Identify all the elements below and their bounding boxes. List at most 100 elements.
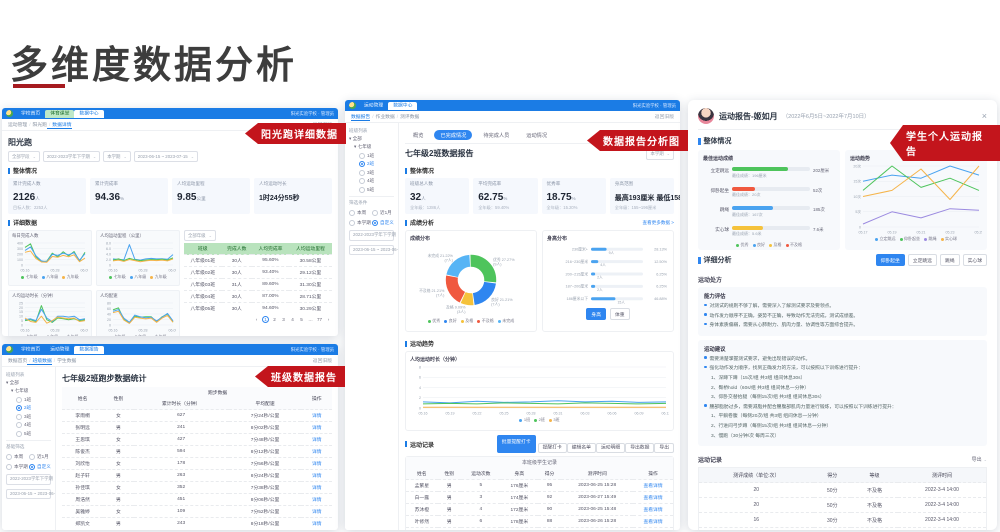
- metric-button[interactable]: 体重: [610, 308, 630, 320]
- table-row[interactable]: 王思琪女 427 7分48秒/公里 详情: [62, 433, 332, 446]
- filter-select[interactable]: 2023-06-15 ~ 2023-07-15 ⌄: [133, 151, 199, 162]
- table-row[interactable]: 郑凯文男 243 8分18秒/公里 详情: [62, 517, 332, 529]
- breadcrumb-item[interactable]: 学生数据: [52, 359, 77, 364]
- table-row[interactable]: 张明远男 241 8分02秒/公里 详情: [62, 421, 332, 434]
- top-nav-tab[interactable]: 运动管理: [50, 347, 70, 352]
- table-row[interactable]: 孟繁星男 5 176厘米 95 2023-06-25 15:28 查看详情: [406, 479, 673, 492]
- page-button[interactable]: ‹: [255, 317, 258, 322]
- sport-tab[interactable]: 实心球: [962, 254, 987, 266]
- filter-select[interactable]: 全部学段 ⌄: [8, 151, 40, 162]
- class-radio[interactable]: 2班: [359, 161, 394, 167]
- breadcrumb-item[interactable]: 作业数据: [370, 115, 395, 120]
- filter-radio[interactable]: 近1月: [372, 210, 394, 216]
- page-button[interactable]: ›: [327, 317, 330, 322]
- term-select[interactable]: 2022-2023学年下学期⌄: [349, 229, 396, 241]
- filter-radio[interactable]: 自定义: [372, 220, 394, 226]
- detail-link[interactable]: 详情: [301, 421, 332, 434]
- table-row[interactable]: 叶修然男 6 178厘米 88 2023-06-26 15:28 查看详情: [406, 515, 673, 528]
- metric-button[interactable]: 身高: [586, 308, 606, 320]
- date-range-select[interactable]: 2023-06-15 ~ 2023-06-15: [349, 244, 398, 255]
- class-radio[interactable]: 1班: [359, 153, 394, 159]
- table-row[interactable]: 周浩然男 451 8分06秒/公里 详情: [62, 493, 332, 506]
- table-row[interactable]: 八年级02班 30人 93.40% 29.12公里: [184, 266, 332, 279]
- breadcrumb-item[interactable]: 数据首页: [8, 359, 28, 364]
- top-nav-tab[interactable]: 数据中心: [74, 109, 104, 118]
- sport-tab[interactable]: 立定跳远: [907, 254, 937, 266]
- detail-link[interactable]: 详情: [301, 445, 332, 458]
- filter-radio[interactable]: 本学期: [349, 220, 371, 226]
- class-radio[interactable]: 1班: [16, 397, 51, 403]
- breadcrumb-item[interactable]: 数据报告: [351, 115, 371, 121]
- report-tab[interactable]: 运动情况: [526, 132, 548, 139]
- top-nav-tab[interactable]: 体育课堂: [45, 109, 75, 118]
- class-radio[interactable]: 3班: [16, 414, 51, 420]
- table-row[interactable]: 白一露男 3 174厘米 92 2023-06-27 15:49 查看详情: [406, 491, 673, 504]
- detail-link[interactable]: 详情: [301, 481, 332, 494]
- page-button[interactable]: 4: [291, 317, 294, 322]
- detail-link[interactable]: 查看详情: [633, 479, 673, 492]
- detail-link[interactable]: 详情: [301, 433, 332, 446]
- action-button[interactable]: 编辑名单: [566, 442, 596, 453]
- table-row[interactable]: 八年级01班 30人 95.60% 30.58公里: [184, 254, 332, 267]
- top-nav-tab[interactable]: 数据中心: [388, 101, 418, 110]
- remind-all-button[interactable]: 批量提醒打卡: [496, 435, 536, 453]
- page-button[interactable]: 3: [282, 317, 285, 322]
- more-data-link[interactable]: 查看更多数据 >: [642, 219, 674, 225]
- page-button[interactable]: 2: [273, 317, 276, 322]
- breadcrumb-item[interactable]: 运动管理: [8, 123, 28, 128]
- filter-select[interactable]: 本学期 ⌄: [103, 151, 131, 162]
- page-button[interactable]: 77: [316, 317, 323, 322]
- class-radio[interactable]: 4班: [16, 422, 51, 428]
- breadcrumb-item[interactable]: 阳光跑: [27, 123, 47, 128]
- tree-node-grade[interactable]: ▾ 七年级: [11, 388, 29, 393]
- breadcrumb-item[interactable]: 测评数据: [395, 115, 420, 120]
- detail-link[interactable]: 详情: [301, 517, 332, 529]
- class-radio[interactable]: 3班: [359, 170, 394, 176]
- breadcrumb-item[interactable]: 数据详情: [46, 123, 72, 129]
- table-row[interactable]: 八年级05班 30人 94.60% 30.29公里: [184, 302, 332, 314]
- breadcrumb-item[interactable]: 班级数据: [27, 359, 52, 365]
- sport-tab[interactable]: 跳绳: [939, 254, 960, 266]
- filter-radio[interactable]: 本学期: [6, 464, 28, 470]
- close-icon[interactable]: ×: [981, 110, 987, 121]
- page-button[interactable]: …: [308, 317, 313, 322]
- detail-link[interactable]: 查看详情: [633, 527, 673, 530]
- tree-node-all[interactable]: ▾ 全部: [349, 136, 362, 141]
- table-row[interactable]: 吴雅婷女 109 7分52秒/公里 详情: [62, 505, 332, 518]
- action-button[interactable]: 运动明细: [595, 442, 626, 453]
- detail-link[interactable]: 查看详情: [633, 491, 673, 504]
- action-button[interactable]: 导出: [654, 442, 674, 453]
- filter-radio[interactable]: 自定义: [29, 464, 51, 470]
- class-radio[interactable]: 5班: [359, 187, 394, 193]
- detail-link[interactable]: 详情: [301, 469, 332, 482]
- table-row[interactable]: 陈俊杰男 594 8分12秒/公里 详情: [62, 445, 332, 458]
- top-nav-tab[interactable]: 运动管理: [364, 103, 384, 108]
- page-button[interactable]: 5: [300, 317, 303, 322]
- report-tab[interactable]: 已完成情况: [434, 130, 473, 140]
- action-button[interactable]: 导出数据: [625, 442, 655, 453]
- page-button[interactable]: 1: [262, 316, 269, 323]
- table-row[interactable]: 赵子轩男 263 8分24秒/公里 详情: [62, 469, 332, 482]
- action-button[interactable]: 提醒打卡: [537, 442, 567, 453]
- date-range-select[interactable]: 2023-06-15 ~ 2023-06-15: [6, 488, 55, 499]
- detail-link[interactable]: 详情: [301, 505, 332, 518]
- user-info[interactable]: 阳光实验学校 · 管理员: [290, 111, 334, 116]
- table-row[interactable]: 孙佳琪女 352 7分38秒/公里 详情: [62, 481, 332, 494]
- tree-node-grade[interactable]: ▾ 七年级: [354, 144, 372, 149]
- detail-link[interactable]: 详情: [301, 457, 332, 470]
- tree-node-all[interactable]: ▾ 全部: [6, 380, 19, 385]
- grade-filter-select[interactable]: 全部年级 ⌄: [184, 230, 216, 241]
- table-row[interactable]: 刘欣怡女 178 7分56秒/公里 详情: [62, 457, 332, 470]
- class-radio[interactable]: 5班: [16, 431, 51, 437]
- user-info[interactable]: 阳光实验学校 · 管理员: [290, 347, 334, 352]
- class-radio[interactable]: 2班: [16, 405, 51, 411]
- filter-select[interactable]: 2022-2023学年下学期 ⌄: [42, 151, 101, 162]
- filter-radio[interactable]: 本周: [349, 210, 371, 216]
- table-row[interactable]: 李雨桐女 627 7分24秒/公里 详情: [62, 409, 332, 422]
- table-row[interactable]: 八年级03班 31人 89.60% 31.30公里: [184, 278, 332, 291]
- top-nav-tab[interactable]: 学校首页: [21, 111, 41, 116]
- sport-tab[interactable]: 仰卧起坐: [875, 254, 905, 266]
- top-nav-tab[interactable]: 学校首页: [21, 347, 41, 352]
- report-tab[interactable]: 待完成人员: [483, 132, 510, 139]
